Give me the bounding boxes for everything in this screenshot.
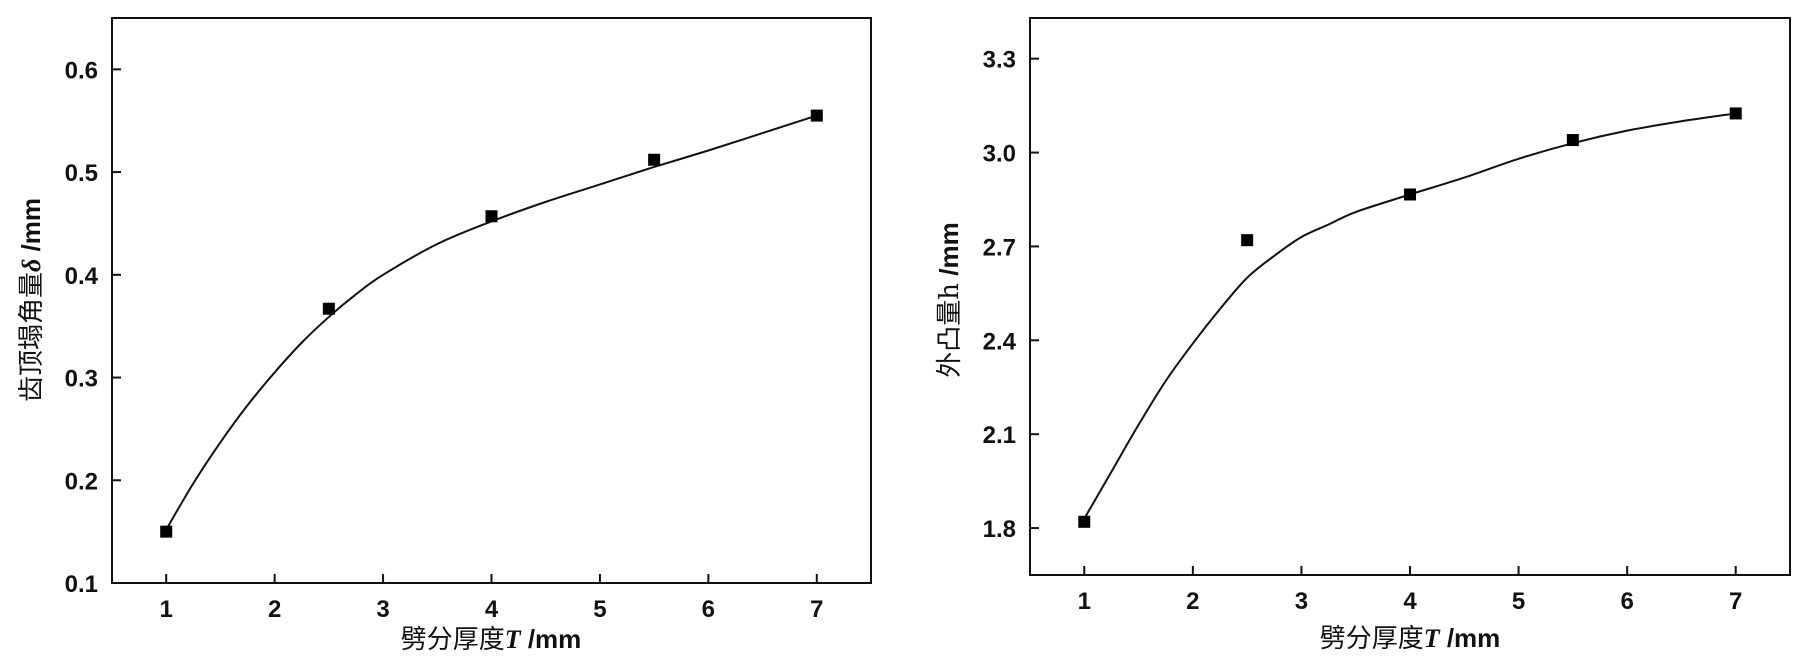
fit-curve: [1083, 112, 1736, 520]
x-tick-label: 3: [1295, 588, 1308, 615]
y-axis-ticks: 0.1 0.2 0.3 0.4 0.5 0.6: [65, 57, 121, 598]
x-tick-label: 5: [1512, 588, 1525, 615]
data-point: [1404, 188, 1416, 201]
data-point: [810, 109, 823, 122]
x-axis-ticks: 1 2 3 4 5 6 7: [160, 574, 823, 623]
y-tick-label: 3.3: [983, 47, 1016, 74]
x-tick-label: 6: [702, 596, 715, 623]
x-axis-title: 劈分厚度T /mm: [1320, 623, 1501, 654]
y-tick-label: 0.3: [65, 366, 98, 393]
data-points-group: [160, 109, 823, 538]
x-tick-label: 7: [1729, 588, 1742, 615]
data-point: [648, 153, 661, 166]
y-tick-label: 0.5: [65, 160, 98, 187]
fit-curve-group: [165, 114, 818, 531]
y-axis-ticks: 1.8 2.1 2.4 2.7 3.0 3.3: [983, 47, 1039, 543]
x-tick-label: 1: [160, 596, 173, 623]
x-tick-label: 3: [376, 596, 389, 623]
x-tick-label: 2: [1186, 588, 1199, 615]
chart-left: 1 2 3 4 5 6 7 0.1 0.2 0.3 0.4 0.5 0.6 劈分厚度T /mm 齿顶塌…: [16, 17, 872, 655]
y-tick-label: 2.1: [983, 422, 1016, 449]
y-axis-title: 齿顶塌角量δ /mm: [16, 198, 47, 402]
data-point: [1566, 134, 1579, 147]
x-tick-label: 4: [485, 596, 499, 623]
x-tick-label: 1: [1078, 588, 1091, 615]
fit-curve-group: [1083, 112, 1736, 520]
x-tick-label: 5: [593, 596, 606, 623]
x-tick-label: 7: [810, 596, 823, 623]
x-axis-title: 劈分厚度T /mm: [401, 624, 582, 655]
data-point: [1241, 234, 1254, 247]
data-point: [160, 525, 173, 538]
x-tick-label: 6: [1620, 588, 1633, 615]
y-tick-label: 0.1: [65, 571, 98, 598]
y-tick-label: 0.2: [65, 468, 98, 495]
y-tick-label: 3.0: [983, 141, 1016, 168]
fit-curve: [165, 114, 818, 531]
x-axis-ticks: 1 2 3 4 5 6 7: [1078, 566, 1742, 615]
y-tick-label: 0.4: [65, 263, 99, 290]
y-tick-label: 1.8: [983, 516, 1016, 543]
y-axis-title: 外凸量h /mm: [934, 222, 965, 377]
x-tick-label: 4: [1403, 588, 1417, 615]
data-points-group: [1078, 107, 1742, 528]
data-point: [1729, 107, 1742, 120]
data-point: [485, 210, 498, 223]
plot-frame: [111, 17, 872, 584]
plot-frame: [1029, 17, 1791, 576]
data-point: [1078, 515, 1091, 528]
x-tick-label: 2: [268, 596, 281, 623]
data-point: [322, 302, 335, 315]
y-tick-label: 2.4: [983, 328, 1017, 355]
y-tick-label: 0.6: [65, 57, 98, 84]
chart-right: 1 2 3 4 5 6 7 1.8 2.1 2.4 2.7 3.0 3.3 劈分厚度T /mm 外凸量…: [934, 17, 1791, 654]
y-tick-label: 2.7: [983, 234, 1016, 261]
